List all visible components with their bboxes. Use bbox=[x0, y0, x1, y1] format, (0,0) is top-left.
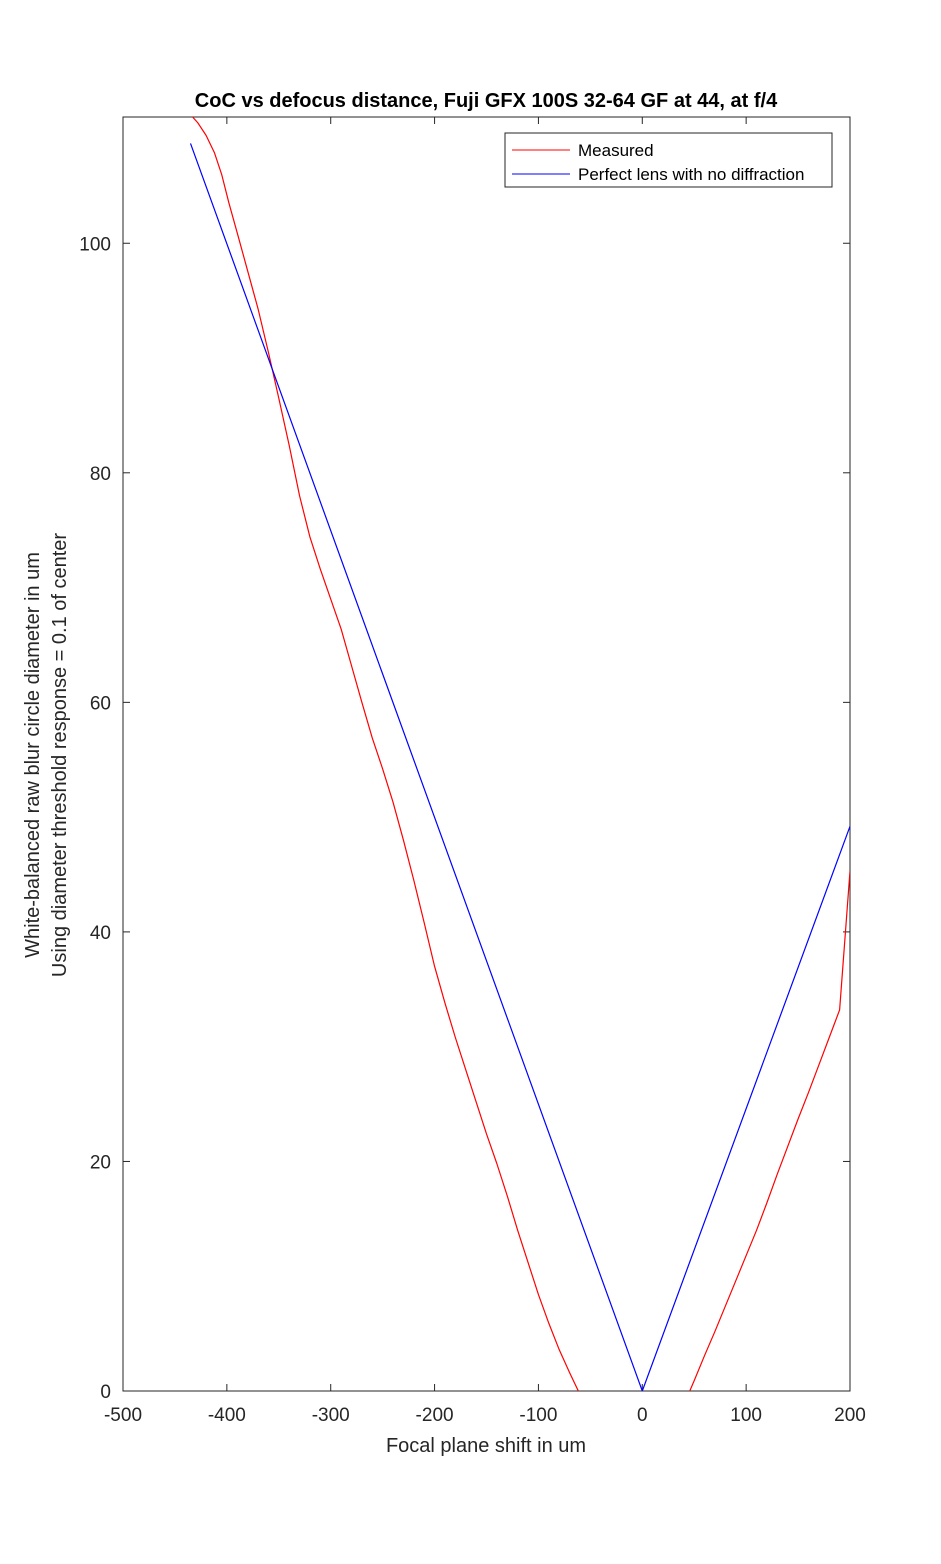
y-axis-label-line-1: White-balanced raw blur circle diameter … bbox=[22, 552, 44, 958]
plot-area bbox=[122, 116, 851, 1392]
legend-box bbox=[504, 132, 833, 188]
x-tick-label: -300 bbox=[312, 1405, 350, 1426]
x-tick-label: 0 bbox=[637, 1405, 648, 1426]
y-tick-label: 40 bbox=[90, 923, 111, 944]
legend: Measured Perfect lens with no diffractio… bbox=[504, 132, 833, 188]
series-layer bbox=[189, 117, 850, 1391]
x-tick-label: -400 bbox=[208, 1405, 246, 1426]
x-tick-label: 200 bbox=[834, 1405, 866, 1426]
y-tick-label: 60 bbox=[90, 693, 111, 714]
chart-title: CoC vs defocus distance, Fuji GFX 100S 3… bbox=[195, 90, 778, 112]
y-tick-label: 20 bbox=[90, 1152, 111, 1173]
axis-ticks bbox=[122, 117, 851, 1392]
x-axis-label: Focal plane shift in um bbox=[386, 1435, 586, 1457]
series-measured-line bbox=[191, 117, 850, 1391]
y-axis-label-line-2: Using diameter threshold response = 0.1 … bbox=[49, 533, 71, 977]
y-tick-label: 80 bbox=[90, 464, 111, 485]
x-tick-label: -200 bbox=[416, 1405, 454, 1426]
series-perfect-lens-line bbox=[189, 143, 850, 1391]
y-tick-label: 0 bbox=[100, 1382, 111, 1403]
y-tick-label: 100 bbox=[79, 234, 111, 255]
legend-label-perfect-lens: Perfect lens with no diffraction bbox=[578, 165, 804, 184]
axis-tick-labels: -500 -400 -300 -200 -100 0 100 200 0 20 40 60 80 100 bbox=[79, 234, 866, 1426]
x-tick-label: -500 bbox=[104, 1405, 142, 1426]
x-tick-label: 100 bbox=[730, 1405, 762, 1426]
x-tick-label: -100 bbox=[519, 1405, 557, 1426]
legend-label-measured: Measured bbox=[578, 141, 654, 160]
